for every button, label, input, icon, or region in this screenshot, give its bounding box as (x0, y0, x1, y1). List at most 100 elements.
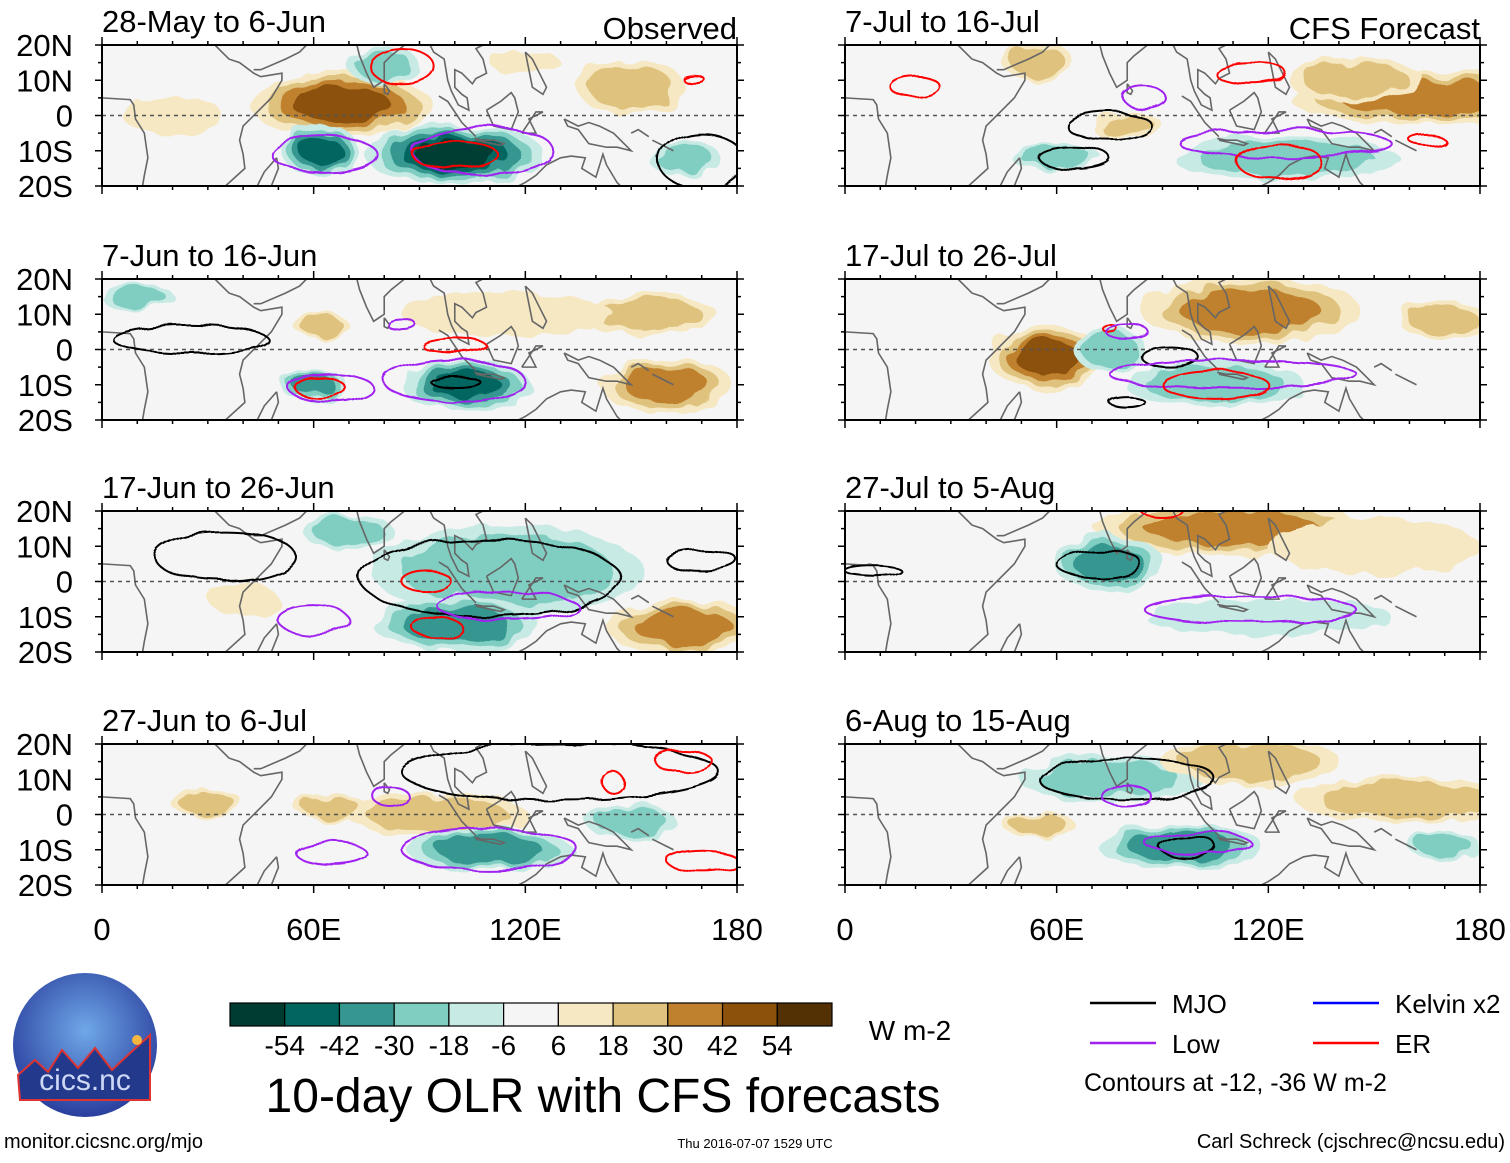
legend-label: Kelvin x2 (1395, 989, 1501, 1019)
panel-title: 17-Jun to 26-Jun (102, 470, 335, 505)
colorbar-label: 18 (598, 1030, 629, 1061)
lat-label: 10S (18, 368, 73, 403)
lat-label: 20S (18, 868, 73, 903)
coastline (522, 726, 529, 733)
olr-anomaly-blob (314, 518, 385, 546)
panel-title: 27-Jul to 5-Aug (845, 470, 1055, 505)
olr-anomaly-blob (300, 314, 342, 335)
lon-label: 0 (836, 912, 853, 947)
cics-logo: cics.nc (13, 973, 157, 1117)
colorbar-label: -54 (264, 1030, 304, 1061)
lat-label: 10N (16, 762, 73, 797)
panel-title: 6-Aug to 15-Aug (845, 703, 1071, 738)
panel-title: 17-Jul to 26-Jul (845, 238, 1057, 273)
colorbar-swatch (449, 1003, 504, 1026)
lat-label: 20N (16, 262, 73, 297)
map-panel: 7-Jul to 16-Jul CFS Forecast (838, 4, 1510, 204)
coastline (1265, 726, 1272, 733)
olr-anomaly-blob (180, 793, 236, 814)
lat-label: 20N (16, 28, 73, 63)
panel-tag: Observed (603, 11, 737, 46)
colorbar-swatch (504, 1003, 559, 1026)
lat-label: 10S (18, 833, 73, 868)
olr-anomaly-blob (300, 137, 342, 165)
panel-title: 27-Jun to 6-Jul (102, 703, 307, 738)
source-url[interactable]: monitor.cicsnc.org/mjo (4, 1131, 203, 1153)
logo-text: cics.nc (39, 1064, 131, 1097)
lon-label: 60E (1029, 912, 1084, 947)
lon-label: 120E (489, 912, 561, 947)
olr-anomaly-blob (1268, 518, 1480, 574)
colorbar-swatch (339, 1003, 394, 1026)
olr-anomaly-blob (1304, 63, 1410, 98)
colorbar-label: 6 (551, 1030, 567, 1061)
olr-anomaly-blob (1145, 367, 1286, 402)
colorbar-swatch (668, 1003, 723, 1026)
olr-anomaly-blob (293, 87, 392, 122)
colorbar-label: -42 (319, 1030, 359, 1061)
coastline (522, 27, 529, 34)
lat-label: 20S (18, 403, 73, 438)
author-credit: Carl Schreck (cjschrec@ncsu.edu) (1197, 1131, 1505, 1153)
coastline (522, 493, 529, 500)
lat-label: 0 (56, 565, 73, 600)
legend-label: Low (1172, 1029, 1220, 1059)
colorbar-swatch (613, 1003, 668, 1026)
panel-title: 7-Jul to 16-Jul (845, 4, 1040, 39)
map-panel: 27-Jul to 5-Aug (838, 470, 1487, 670)
colorbar-swatch (558, 1003, 613, 1026)
contour-note: Contours at -12, -36 W m-2 (1084, 1069, 1387, 1097)
olr-anomaly-blob (208, 585, 279, 613)
colorbar-swatch (230, 1003, 285, 1026)
lat-label: 10N (16, 529, 73, 564)
colorbar-swatch (394, 1003, 449, 1026)
coastline (522, 261, 529, 268)
olr-anomaly-blob (635, 610, 734, 645)
map-panel: 6-Aug to 15-Aug (838, 703, 1510, 903)
coastline (1265, 27, 1272, 34)
colorbar-label: -30 (374, 1030, 414, 1061)
lat-label: 20N (16, 494, 73, 529)
olr-anomaly-blob (1417, 836, 1473, 857)
panel-title: 7-Jun to 16-Jun (102, 238, 317, 273)
colorbar-swatch (285, 1003, 340, 1026)
lat-label: 20S (18, 169, 73, 204)
olr-anomaly-blob (1321, 783, 1497, 818)
lon-label: 180 (1454, 912, 1506, 947)
colorbar-label: 54 (762, 1030, 793, 1061)
lat-label: 0 (56, 99, 73, 134)
olr-anomaly-blob (1021, 147, 1092, 168)
lon-label: 60E (286, 912, 341, 947)
lat-label: 0 (56, 333, 73, 368)
lat-label: 10N (16, 63, 73, 98)
olr-anomaly-blob (1180, 744, 1321, 779)
coastline (1265, 261, 1272, 268)
olr-anomaly-blob (624, 367, 709, 402)
olr-anomaly-blob (1014, 339, 1078, 374)
olr-anomaly-blob (589, 66, 674, 108)
olr-anomaly-blob (109, 286, 165, 307)
olr-anomaly-blob (1409, 307, 1480, 335)
panel-tag: CFS Forecast (1289, 11, 1481, 46)
lon-label: 0 (93, 912, 110, 947)
legend-label: ER (1395, 1029, 1431, 1059)
olr-anomaly-blob (1145, 599, 1392, 634)
units-label: W m-2 (869, 1015, 951, 1046)
lat-label: 0 (56, 798, 73, 833)
colorbar-swatch (723, 1003, 778, 1026)
olr-anomaly-blob (1039, 762, 1180, 797)
olr-anomaly-blob (1011, 815, 1067, 836)
lat-label: 20N (16, 727, 73, 762)
colorbar-label: 30 (652, 1030, 683, 1061)
lon-label: 180 (711, 912, 763, 947)
lat-label: 10S (18, 134, 73, 169)
